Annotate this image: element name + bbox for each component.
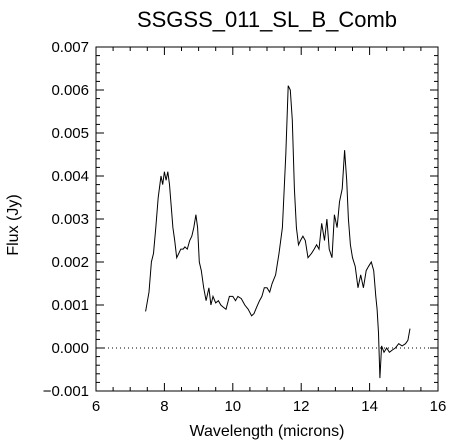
y-axis-label: Flux (Jy) [5,194,22,255]
plot-area [95,46,439,392]
x-tick-label: 12 [293,398,310,415]
axis-ticks [95,46,439,392]
y-tick-label: 0.006 [51,82,89,99]
flux-series-line [145,85,411,379]
y-tick-label: 0.003 [51,211,89,228]
x-tick-label: 6 [92,398,100,415]
y-tick-label: 0.007 [51,39,89,56]
chart-title: SSGSS_011_SL_B_Comb [137,7,397,32]
y-tick-label: 0.001 [51,297,89,314]
y-tick-label: 0.002 [51,254,89,271]
plot-border [95,46,439,392]
y-tick-label: −0.001 [43,383,89,400]
x-axis-label: Wavelength (microns) [189,423,344,440]
x-tick-label: 14 [361,398,378,415]
x-tick-label: 8 [160,398,168,415]
x-tick-label: 10 [224,398,241,415]
x-tick-label: 16 [430,398,447,415]
y-tick-label: 0.005 [51,125,89,142]
y-tick-label: 0.004 [51,168,89,185]
y-tick-label: 0.000 [51,340,89,357]
tick-labels: 6 8 10 12 14 16 −0.001 0.000 0.001 0.002 0.003 0.00… [43,39,447,415]
